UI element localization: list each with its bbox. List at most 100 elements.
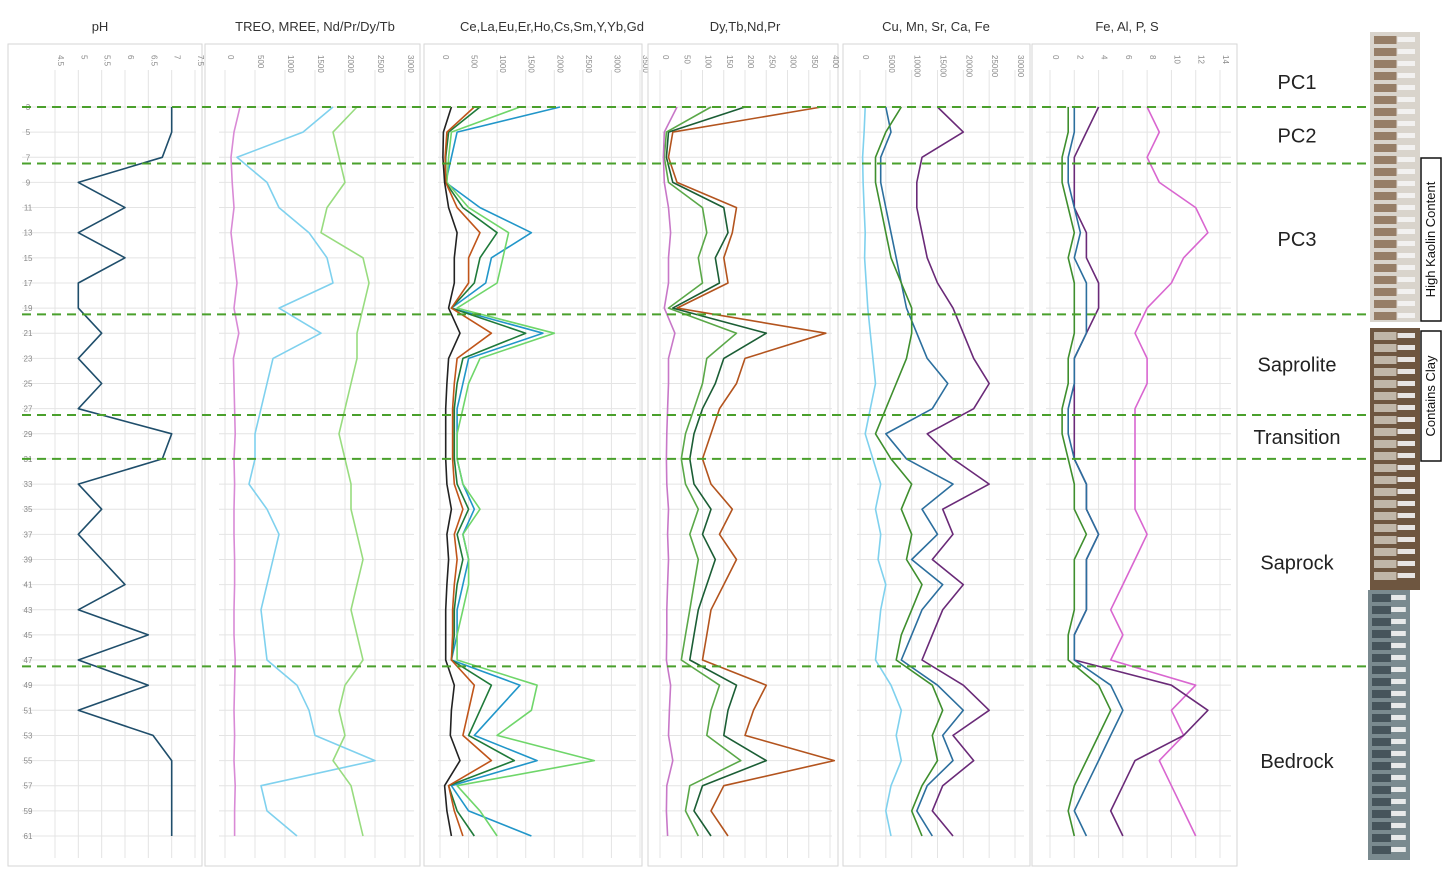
core-sample-tag <box>1391 691 1406 696</box>
core-box-3 <box>1368 590 1410 860</box>
core-sample-tag <box>1397 145 1415 150</box>
core-sample-tag <box>1397 301 1415 306</box>
panel-frame <box>842 43 1031 867</box>
core-sample-tag <box>1397 501 1415 506</box>
panel-frame <box>204 43 421 867</box>
core-sample-tag <box>1397 345 1415 350</box>
side-annotation-box <box>1420 157 1442 322</box>
x-tick-label: 3000 <box>406 55 415 73</box>
core-sample-tag <box>1391 823 1406 828</box>
core-sample-tag <box>1397 489 1415 494</box>
core-sample-tag <box>1397 381 1415 386</box>
core-sample-tag <box>1397 121 1415 126</box>
x-tick-label: 0 <box>441 55 450 60</box>
zone-label-pc2: PC2 <box>1278 125 1317 147</box>
x-tick-label: 1500 <box>316 55 325 73</box>
core-sample-tag <box>1397 289 1415 294</box>
core-sample-tag <box>1391 835 1406 840</box>
core-sample-bag <box>1372 714 1391 722</box>
depth-tick-label: 11 <box>24 204 33 213</box>
series-line-5 <box>442 106 461 837</box>
x-tick-label: 0 <box>1051 55 1060 60</box>
panel-title: Ce,La,Eu,Er,Ho,Cs,Sm,Y,Yb,Gd <box>460 19 644 34</box>
panel-2: TREO, MREE, Nd/Pr/Dy/Tb 0 500 1000 1500 2000 2… <box>204 19 421 867</box>
core-sample-bag <box>1374 416 1397 424</box>
core-sample-bag <box>1372 762 1391 770</box>
core-sample-bag <box>1372 726 1391 734</box>
core-sample-bag <box>1374 368 1397 376</box>
core-sample-tag <box>1397 241 1415 246</box>
core-sample-bag <box>1374 264 1397 272</box>
core-sample-bag <box>1372 654 1391 662</box>
core-sample-bag <box>1374 240 1397 248</box>
core-sample-bag <box>1372 786 1391 794</box>
x-tick-label: 4 <box>1100 55 1109 60</box>
side-annotation-box <box>1420 330 1442 462</box>
x-tick-label: 6 <box>126 55 135 60</box>
depth-tick-label: 51 <box>24 706 33 715</box>
x-tick-label: 4.5 <box>56 55 65 67</box>
core-sample-bag <box>1374 464 1397 472</box>
core-box-1 <box>1370 32 1420 322</box>
zone-label-saprolite: Saprolite <box>1258 355 1337 377</box>
x-tick-label: 400 <box>831 55 840 69</box>
panel-title: Fe, Al, P, S <box>1095 19 1159 34</box>
core-sample-bag <box>1374 452 1397 460</box>
core-sample-tag <box>1397 369 1415 374</box>
depth-tick-label: 37 <box>24 530 33 539</box>
x-tick-label: 15000 <box>939 55 948 78</box>
core-sample-bag <box>1374 48 1397 56</box>
core-sample-tag <box>1391 655 1406 660</box>
core-sample-bag <box>1374 120 1397 128</box>
core-sample-bag <box>1372 642 1391 650</box>
panel-1: pH 4.5 5 5.5 6 6.5 7 7.5 35 7 9 11 13 15 17 19 21 23 25 27 2… <box>7 19 205 867</box>
core-sample-tag <box>1397 465 1415 470</box>
core-sample-tag <box>1397 253 1415 258</box>
x-tick-label: 0 <box>661 55 670 60</box>
x-tick-label: 300 <box>789 55 798 69</box>
core-sample-tag <box>1397 97 1415 102</box>
core-sample-tag <box>1391 667 1406 672</box>
core-sample-tag <box>1391 607 1406 612</box>
core-sample-tag <box>1397 181 1415 186</box>
x-tick-label: 10000 <box>913 55 922 78</box>
core-sample-bag <box>1372 630 1391 638</box>
core-sample-bag <box>1372 810 1391 818</box>
core-sample-bag <box>1374 404 1397 412</box>
x-tick-label: 3500 <box>641 55 650 73</box>
core-photo-strip <box>1368 32 1420 860</box>
series-line-2 <box>665 106 768 837</box>
x-tick-label: 7.5 <box>196 55 205 67</box>
core-sample-tag <box>1391 751 1406 756</box>
zone-label-bedrock: Bedrock <box>1260 751 1334 773</box>
x-tick-label: 1000 <box>286 55 295 73</box>
core-sample-bag <box>1374 204 1397 212</box>
panel-frame <box>647 43 839 867</box>
x-tick-label: 8 <box>1148 55 1157 60</box>
core-sample-tag <box>1397 357 1415 362</box>
core-sample-bag <box>1374 428 1397 436</box>
x-tick-label: 7 <box>173 55 182 60</box>
core-sample-bag <box>1374 60 1397 68</box>
core-box-background <box>1370 32 1420 322</box>
core-sample-tag <box>1397 169 1415 174</box>
core-sample-bag <box>1372 690 1391 698</box>
x-tick-label: 2000 <box>346 55 355 73</box>
panel-5: Cu, Mn, Sr, Ca, Fe 0 5000 10000 15000 20000 25… <box>842 19 1031 867</box>
x-tick-label: 3000 <box>612 55 621 73</box>
x-tick-label: 25000 <box>990 55 999 78</box>
depth-tick-label: 41 <box>24 581 33 590</box>
depth-tick-label: 43 <box>24 606 33 615</box>
x-tick-label: 500 <box>470 55 479 69</box>
core-sample-tag <box>1391 739 1406 744</box>
x-tick-label: 2500 <box>376 55 385 73</box>
x-tick-label: 5000 <box>887 55 896 73</box>
x-tick-label: 350 <box>810 55 819 69</box>
panel-6: Fe, Al, P, S 0 2 4 6 8 10 12 14 <box>1031 19 1238 867</box>
core-sample-bag <box>1374 476 1397 484</box>
zone-label-saprock: Saprock <box>1260 553 1334 575</box>
core-sample-bag <box>1374 524 1397 532</box>
depth-tick-label: 15 <box>24 254 33 263</box>
core-sample-bag <box>1374 356 1397 364</box>
